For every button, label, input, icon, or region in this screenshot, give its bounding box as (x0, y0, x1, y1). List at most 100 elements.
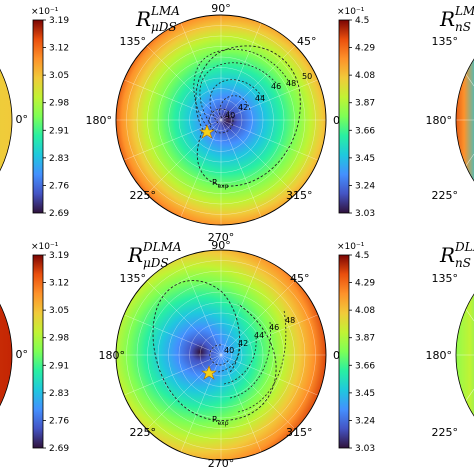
grid-ring (147, 46, 295, 194)
svg-text:nS: nS (455, 20, 471, 34)
contour-label: 46 (269, 323, 279, 332)
contour-line-40 (208, 108, 234, 134)
colorbar-tick-label: 3.05 (49, 71, 69, 81)
contour-label: 50 (302, 72, 312, 81)
colorbar-gradient (32, 19, 44, 214)
colorbar-tick-label: 3.24 (355, 416, 375, 426)
colorbar-tick-label: 3.03 (355, 444, 375, 454)
colorbar-tick-label: 2.76 (49, 416, 69, 426)
grid-ring (136, 270, 306, 440)
colorbar-exponent: ×10⁻¹ (337, 7, 365, 17)
svg-text:R: R (135, 7, 151, 31)
grid-ring (126, 260, 316, 450)
angle-tick-label: 135° (120, 35, 147, 48)
svg-text:DLMA: DLMA (454, 240, 474, 254)
angle-tick-label: 270° (208, 231, 235, 244)
svg-text:R: R (439, 7, 455, 31)
contour-line-40 (209, 344, 230, 366)
angle-tick-label: 270° (208, 457, 235, 470)
contour-line-exp (195, 45, 301, 187)
angle-tick-label: 180° (426, 349, 453, 362)
colorbar-tick-label: 3.45 (355, 389, 375, 399)
contour-label: 44 (255, 94, 265, 103)
svg-text:μDS: μDS (151, 20, 177, 34)
angle-tick-label: 135° (432, 272, 459, 285)
colorbar-tick-label: 2.83 (49, 154, 69, 164)
contour-label: 40 (224, 346, 234, 355)
colorbar-left-top: 2.69 2.76 2.83 2.91 2.98 3.05 3.12 3.19×10⁻¹ (31, 7, 69, 219)
contour-label: 48 (286, 79, 296, 88)
grid-ring (189, 323, 253, 387)
polar-grid (116, 15, 326, 225)
contour-label: 42 (238, 339, 248, 348)
svg-text:R: R (439, 243, 455, 267)
svg-text:R: R (127, 243, 143, 267)
contour-line-46 (229, 321, 272, 399)
colorbar-tick-label: 3.87 (355, 334, 375, 344)
left-top-partial-plot: 0° (0, 68, 29, 172)
colorbar-tick-label: 3.45 (355, 154, 375, 164)
colorbar-exponent: ×10⁻¹ (31, 7, 59, 17)
angle-tick-label: 0° (16, 113, 29, 126)
grid-ring (126, 25, 316, 215)
angle-tick-label: 180° (99, 349, 126, 362)
angle-tick-label: 225° (432, 189, 459, 202)
grid-ring (199, 333, 243, 377)
contour-label: 44 (254, 331, 264, 340)
angle-tick-label: 45° (297, 35, 317, 48)
contour-label: 42 (238, 103, 248, 112)
grid-ring (136, 35, 306, 205)
contour-line-48 (193, 48, 291, 129)
polar-frame (115, 249, 327, 461)
colorbar-tick-label: 3.19 (49, 16, 69, 26)
angle-tick-label: 45° (290, 272, 310, 285)
angle-tick-label: 315° (286, 189, 313, 202)
colorbar-tick-label: 3.12 (49, 279, 69, 289)
polar-frame (115, 14, 327, 226)
colorbar-gradient (32, 254, 44, 449)
angle-tick-label: 180° (86, 114, 113, 127)
colorbar-tick-label: 3.66 (355, 361, 375, 371)
grid-ring (178, 77, 264, 163)
svg-text:μDS: μDS (143, 256, 169, 270)
angle-tick-label: 315° (286, 426, 313, 439)
svg-text:LMA: LMA (454, 4, 474, 18)
contour-line-42 (217, 345, 241, 373)
angle-tick-label: 180° (426, 114, 453, 127)
optimum-star-marker (201, 365, 217, 380)
angle-tick-label: 225° (432, 426, 459, 439)
contour-line-44 (209, 79, 263, 124)
right-top-partial-plot: 135° 180° 225° R LMA nS (426, 4, 474, 232)
grid-ring (210, 109, 232, 131)
contour-label: 40 (225, 111, 235, 120)
colorbar-tick-label: 2.76 (49, 181, 69, 191)
contour-line-42 (219, 95, 251, 119)
colorbar-exponent: ×10⁻¹ (337, 242, 365, 252)
angle-tick-label: 90° (211, 239, 231, 252)
colorbar-tick-label: 2.83 (49, 389, 69, 399)
grid-ring (210, 344, 232, 366)
colorbar-tick-label: 4.5 (355, 16, 369, 26)
colorbar-tick-label: 4.5 (355, 251, 369, 261)
colorbar-exponent: ×10⁻¹ (31, 242, 59, 252)
grid-ring (168, 302, 274, 408)
colorbar-tick-label: 3.05 (49, 306, 69, 316)
colorbar-tick-label: 3.12 (49, 44, 69, 54)
grid-ring (147, 281, 295, 429)
colorbar-tick-label: 3.03 (355, 209, 375, 219)
colorbar-tick-label: 2.91 (49, 126, 69, 136)
grid-ring (168, 67, 274, 173)
polar-plot-bottom: 40 42 44 46 48 Rexp 90° 45° 135° 180° 0°… (99, 239, 346, 470)
contour-exp-label: Rexp (212, 178, 229, 190)
colorbar-center-bottom: 3.03 3.24 3.45 3.66 3.87 4.08 4.29 4.5×10⁻¹ (337, 242, 375, 454)
angle-tick-label: 90° (211, 2, 231, 15)
colorbar-center-top: 3.03 3.24 3.45 3.66 3.87 4.08 4.29 4.5×10⁻¹ (337, 7, 375, 219)
colorbar-tick-label: 2.69 (49, 209, 69, 219)
colorbar-gradient (338, 19, 350, 214)
angle-tick-label: 135° (432, 35, 459, 48)
colorbar-tick-label: 3.87 (355, 99, 375, 109)
contour-line-exp (152, 280, 277, 421)
optimum-star-marker (199, 124, 215, 139)
angle-tick-label: 0° (16, 348, 29, 361)
